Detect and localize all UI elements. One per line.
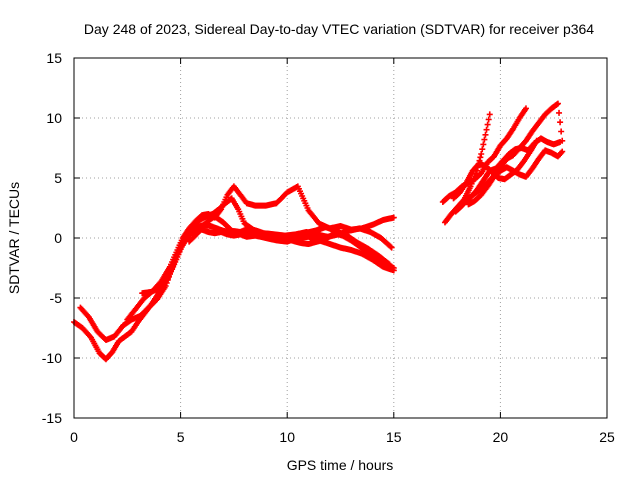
y-tick-label: 5 xyxy=(54,170,62,186)
data-point xyxy=(478,151,485,157)
y-tick-label: 15 xyxy=(46,50,62,66)
data-points xyxy=(71,100,566,363)
series-sat-8 xyxy=(465,147,566,208)
data-point xyxy=(554,100,561,107)
y-tick-labels: -15 -10 -5 0 5 10 15 xyxy=(42,50,62,426)
data-point xyxy=(486,111,493,118)
data-point xyxy=(477,154,484,161)
y-tick-label: -15 xyxy=(42,410,62,426)
data-point xyxy=(556,109,563,116)
data-point xyxy=(484,121,491,128)
data-point xyxy=(557,139,564,145)
y-tick-label: 10 xyxy=(46,110,62,126)
data-point xyxy=(557,119,564,126)
data-point xyxy=(390,265,397,271)
data-point xyxy=(163,276,170,283)
x-tick-label: 10 xyxy=(279,429,295,445)
data-point xyxy=(481,136,488,143)
x-tick-label: 25 xyxy=(599,429,615,445)
chart-title: Day 248 of 2023, Sidereal Day-to-day VTE… xyxy=(84,21,594,37)
y-axis-label: SDTVAR / TECUs xyxy=(6,182,22,294)
data-point xyxy=(558,128,565,135)
x-tick-label: 15 xyxy=(386,429,402,445)
y-tick-label: -5 xyxy=(50,290,63,306)
data-point xyxy=(388,244,395,251)
series-sat-11 xyxy=(450,137,540,202)
x-tick-label: 5 xyxy=(177,429,185,445)
data-point xyxy=(485,116,492,123)
axis-ticks xyxy=(73,57,608,419)
data-point xyxy=(390,214,397,221)
data-point xyxy=(166,270,173,277)
data-point xyxy=(482,131,489,138)
x-tick-label: 20 xyxy=(493,429,509,445)
data-point xyxy=(479,146,486,153)
data-point xyxy=(483,126,490,133)
data-point xyxy=(172,256,179,263)
data-point xyxy=(169,264,176,271)
x-axis-label: GPS time / hours xyxy=(287,457,394,473)
x-tick-label: 0 xyxy=(70,429,78,445)
data-point xyxy=(559,148,566,155)
data-point xyxy=(533,137,540,144)
data-point xyxy=(480,141,487,148)
data-point xyxy=(522,105,529,112)
x-tick-labels: 0 5 10 15 20 25 xyxy=(70,429,615,445)
y-tick-label: -10 xyxy=(42,350,62,366)
y-tick-label: 0 xyxy=(54,230,62,246)
data-point xyxy=(387,243,394,250)
series-sat-5 xyxy=(186,213,397,271)
